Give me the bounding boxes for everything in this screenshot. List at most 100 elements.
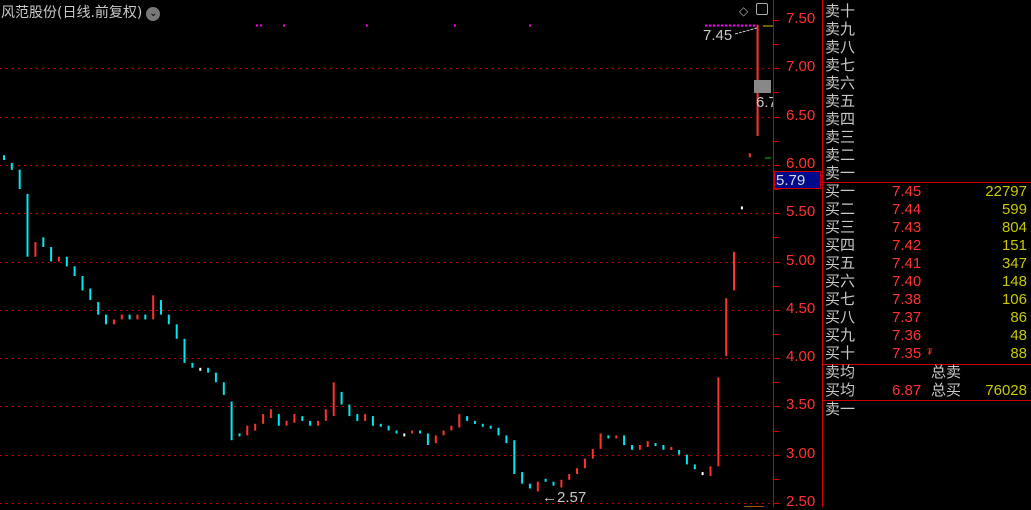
bid-volume: 88 [1010, 345, 1027, 362]
candle [536, 481, 539, 492]
divider [822, 182, 1031, 183]
stock-title: 风范股份(日线.前复权) [1, 5, 143, 21]
ask-row: 卖六 [822, 75, 1029, 93]
ask-row: 卖七 [822, 57, 1029, 75]
bid-price: 7.35 [892, 345, 922, 362]
candle [591, 448, 594, 459]
ask-level-label: 卖七 [825, 57, 856, 74]
y-tick [774, 141, 779, 142]
candle [709, 466, 712, 476]
y-tick [774, 455, 779, 456]
candle [246, 425, 249, 436]
total-buy-value: 76028 [985, 382, 1027, 399]
candle [191, 362, 194, 368]
bid-level-label: 买七 [825, 291, 856, 308]
y-tick [774, 189, 779, 190]
candle [442, 430, 445, 436]
y-tick-label: 5.50 [786, 203, 816, 221]
high-price-label: 7.45 [703, 27, 733, 44]
candle [513, 440, 516, 474]
candle [199, 367, 202, 371]
chart-title: 风范股份(日线.前复权) ⌄ [1, 2, 161, 22]
y-tick [774, 68, 779, 69]
bid-volume: 347 [1001, 255, 1027, 272]
candle [309, 420, 312, 426]
candle [364, 414, 367, 421]
bid-row: 买三 7.43 804 [822, 219, 1029, 237]
candle [450, 425, 453, 431]
ask-row: 卖一 [822, 165, 1029, 183]
candle [662, 445, 665, 450]
candle [458, 414, 461, 428]
y-tick [774, 44, 779, 45]
candle [560, 479, 563, 488]
candle [411, 430, 414, 434]
y-tick-label: 7.50 [786, 10, 816, 27]
bid-price: 7.42 [892, 237, 922, 254]
ask-level-label: 卖三 [825, 129, 856, 146]
y-tick [774, 479, 779, 480]
candle [356, 414, 359, 421]
candle [740, 206, 743, 210]
candle [105, 314, 107, 325]
bid-row: 买九 7.36 48 [822, 327, 1029, 345]
candle [183, 338, 186, 363]
y-tick [774, 286, 779, 287]
bid-volume: 106 [1001, 291, 1027, 308]
y-tick-label: 3.50 [786, 396, 816, 414]
candle [81, 276, 84, 291]
candle [654, 443, 657, 447]
bid-row: 买二 7.44 599 [822, 201, 1029, 219]
bid-level-label: 买六 [825, 273, 856, 290]
candle [144, 314, 147, 320]
candle [379, 423, 382, 427]
candle [481, 423, 484, 427]
current-price-marker: 5.79 [774, 171, 821, 189]
bid-price: 7.37 [892, 309, 922, 326]
candle [521, 472, 524, 484]
diamond-icon[interactable]: ◇ [739, 4, 749, 18]
ask-level-label: 卖四 [825, 111, 856, 128]
candle [646, 441, 649, 447]
bid-row: 买六 7.40 148 [822, 273, 1029, 291]
candle [340, 391, 343, 405]
y-tick [774, 431, 779, 432]
candle [670, 447, 673, 450]
bid-row: 买七 7.38 106 [822, 291, 1029, 309]
candle [576, 468, 578, 474]
bid-level-label: 买三 [825, 219, 856, 236]
candle [136, 314, 139, 320]
candle [317, 420, 319, 426]
y-tick [774, 237, 779, 238]
candle [175, 324, 178, 339]
y-tick-label: 7.00 [786, 58, 816, 76]
panel-toggle-icon[interactable] [756, 3, 768, 15]
candle [552, 481, 555, 486]
buy-avg-value: 6.87 [892, 382, 922, 399]
bid-level-label: 买一 [825, 183, 856, 200]
candle [615, 435, 618, 439]
ask-level-label: 卖五 [825, 93, 856, 110]
bid-level-label: 买四 [825, 237, 856, 254]
bid-row: 买五 7.41 347 [822, 255, 1029, 273]
candle [631, 445, 633, 450]
candle [42, 237, 45, 247]
y-tick [774, 117, 779, 118]
candle [474, 420, 476, 424]
chevron-down-icon[interactable]: ⌄ [146, 7, 161, 21]
candle [701, 472, 704, 476]
ask-level-label: 卖六 [825, 75, 856, 92]
candle [285, 420, 288, 426]
bid-row: 买十 7.35 88 ₮ [822, 345, 1029, 363]
ask-row: 卖四 [822, 111, 1029, 129]
candle [238, 433, 241, 437]
high-arrow [734, 27, 758, 35]
down-marker-icon: ₮ [927, 347, 933, 357]
ask-row: 卖三 [822, 129, 1029, 147]
candlestick-chart[interactable] [0, 0, 773, 507]
candle [419, 430, 421, 434]
y-tick [774, 406, 779, 407]
candle [371, 416, 374, 426]
candle [638, 445, 641, 450]
bid-volume: 804 [1001, 219, 1027, 236]
